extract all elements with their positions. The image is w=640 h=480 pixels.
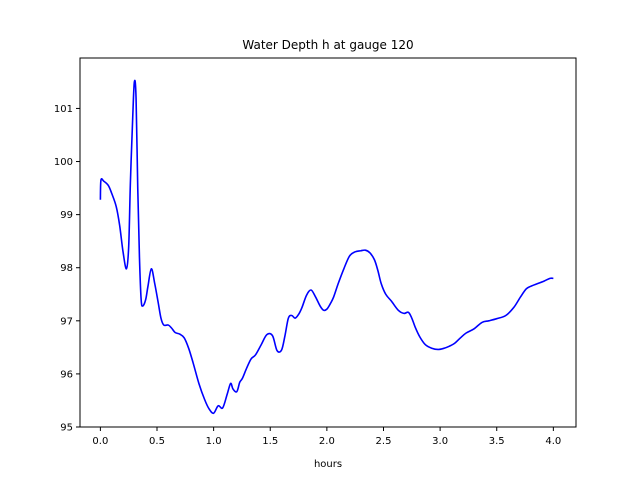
y-tick-label: 97 [60, 316, 73, 327]
y-tick-label: 95 [60, 423, 73, 434]
y-tick-label: 99 [60, 210, 73, 221]
x-axis-ticks: 0.0 0.5 1.0 1.5 2.0 2.5 3.0 3.5 4.0 [92, 427, 561, 447]
y-tick-label: 100 [54, 157, 73, 168]
x-tick-label: 1.5 [262, 436, 278, 447]
x-tick-label: 4.0 [545, 436, 561, 447]
y-tick-label: 101 [54, 104, 73, 115]
plot-area-frame [79, 57, 577, 428]
x-tick-label: 3.0 [432, 436, 448, 447]
x-tick-label: 2.5 [376, 436, 392, 447]
x-tick-label: 3.5 [489, 436, 505, 447]
x-tick-label: 0.0 [92, 436, 108, 447]
x-tick-label: 0.5 [149, 436, 165, 447]
x-tick-label: 1.0 [206, 436, 222, 447]
y-tick-label: 98 [60, 263, 73, 274]
y-tick-label: 96 [60, 369, 73, 380]
chart-title: Water Depth h at gauge 120 [242, 38, 413, 52]
y-axis-ticks: 95 96 97 98 99 100 101 [54, 104, 80, 434]
x-tick-label: 2.0 [319, 436, 335, 447]
series-layer [99, 79, 554, 415]
x-axis-label: hours [314, 459, 342, 470]
series-line-water-depth [99, 79, 554, 415]
